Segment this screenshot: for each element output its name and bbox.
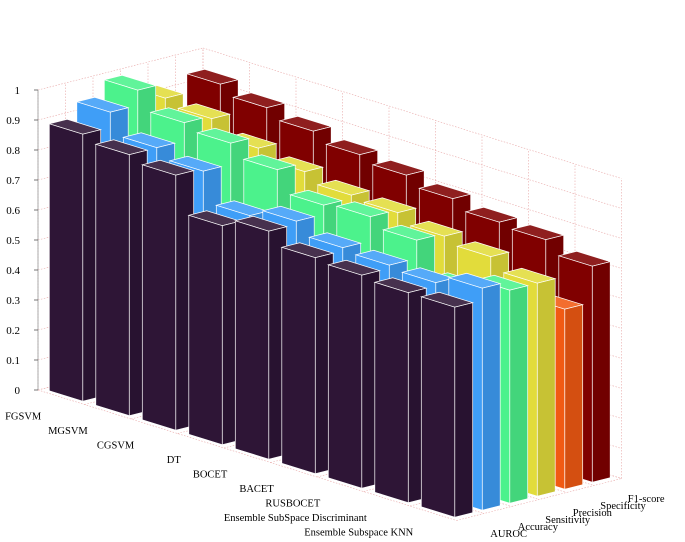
series-label: F1-score [628, 494, 665, 505]
z-tick-label: 0.7 [6, 175, 20, 187]
z-tick-label: 0.8 [6, 145, 20, 157]
category-label: FGSVM [5, 411, 42, 422]
grid-line [37, 47, 204, 91]
bar-front [234, 220, 270, 460]
series-label: Sensitivity [545, 515, 591, 526]
category-label: BACET [239, 484, 274, 495]
z-tick-label: 0.3 [6, 295, 20, 307]
bar-auroc-4 [234, 215, 288, 460]
z-tick-label: 0.9 [6, 115, 20, 127]
z-tick-label: 1 [15, 85, 21, 97]
grid-line [202, 47, 622, 179]
bar-front [48, 123, 84, 402]
bar-auroc-5 [280, 242, 335, 475]
bar-front [141, 164, 177, 431]
z-tick-label: 0.5 [6, 235, 20, 247]
category-label: Ensemble Subspace KNN [304, 527, 413, 538]
category-label: CGSVM [97, 440, 135, 451]
series-label: Accuracy [518, 522, 559, 533]
bar-front [281, 246, 316, 475]
labels-layer: 0 0.1 0.2 0.3 0.4 0.5 0.6 0.7 0.8 0.9 1 FGSVM MGSVM C… [5, 85, 665, 540]
bar-auroc-3 [187, 210, 242, 446]
bar-auroc-0 [48, 118, 102, 402]
z-tick-label: 0.4 [6, 265, 20, 277]
bar-auroc-8 [420, 291, 474, 518]
bar-front [420, 296, 456, 518]
bar-front [374, 281, 409, 504]
category-label: MGSVM [48, 426, 88, 437]
z-tick-label: 0.2 [6, 325, 20, 337]
z-tick-label: 0.1 [6, 355, 20, 367]
bar-auroc-2 [141, 159, 195, 431]
bar-auroc-7 [373, 277, 428, 504]
series-label: Precision [573, 508, 613, 519]
bar-front [95, 143, 130, 417]
bar-front [188, 214, 223, 446]
bar-side [509, 285, 529, 504]
category-label: DT [167, 455, 182, 466]
bar-front [327, 264, 363, 489]
z-tick-label: 0.6 [6, 205, 20, 217]
bar-side [481, 283, 501, 511]
category-label: RUSBOCET [265, 498, 320, 509]
bar-side [564, 304, 584, 490]
bar-side [591, 261, 611, 483]
series-label: AUROC [490, 529, 527, 540]
category-label: Ensemble SubSpace Discriminant [224, 513, 367, 524]
bar-side [536, 278, 556, 497]
category-label: BOCET [193, 469, 228, 480]
bar-side [454, 302, 474, 518]
bar-auroc-6 [327, 259, 381, 489]
bar-auroc-1 [94, 139, 149, 417]
bars-layer [48, 68, 612, 518]
grid-line [37, 389, 457, 521]
z-tick-label: 0 [15, 385, 21, 397]
series-label: Specificity [600, 501, 646, 512]
